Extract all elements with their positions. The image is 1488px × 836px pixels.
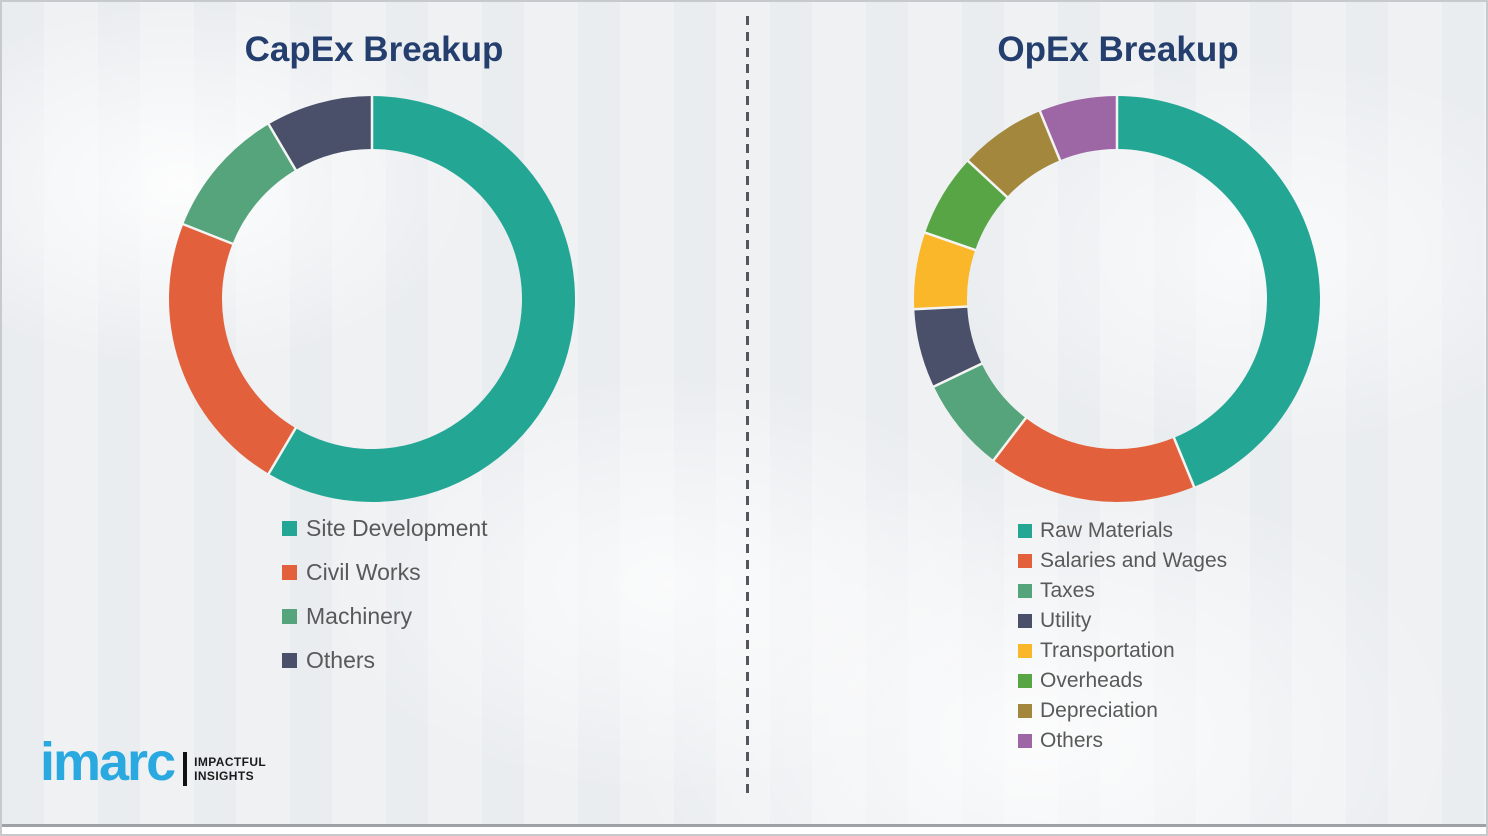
legend-swatch (282, 652, 297, 668)
legend-swatch (1018, 554, 1032, 568)
donut-segment-machinery (183, 124, 296, 244)
donut-segment-taxes (933, 363, 1026, 461)
legend-swatch (1018, 734, 1032, 748)
legend-item: Others (282, 647, 488, 673)
segment-separator (267, 426, 298, 476)
legend-label: Salaries and Wages (1040, 549, 1228, 572)
legend-label: Others (1040, 729, 1104, 752)
legend-item: Others (1018, 729, 1227, 753)
legend-label: Civil Works (306, 558, 421, 585)
legend-label: Site Development (306, 514, 488, 541)
segment-separator (991, 416, 1028, 462)
donut-segment-utility (914, 306, 982, 387)
legend-swatch (1018, 524, 1032, 538)
legend-label: Overheads (1040, 669, 1143, 692)
logo-tagline: IMPACTFUL INSIGHTS (194, 755, 266, 783)
legend-item: Transportation (1018, 639, 1227, 663)
logo-divider-bar (183, 752, 188, 786)
legend-item: Salaries and Wages (1018, 549, 1227, 573)
donut-segment-transportation (914, 232, 976, 310)
legend-item: Civil Works (282, 559, 488, 585)
legend-swatch (1018, 644, 1032, 658)
legend-swatch (1018, 704, 1032, 718)
legend-item: Raw Materials (1018, 519, 1227, 543)
segment-separator (267, 122, 298, 172)
legend-swatch (1018, 614, 1032, 628)
legend-item: Depreciation (1018, 699, 1227, 723)
segment-separator (1038, 109, 1062, 162)
legend-label: Machinery (306, 602, 413, 629)
legend-item: Utility (1018, 609, 1227, 633)
legend-label: Depreciation (1040, 699, 1158, 722)
donut-segment-overheads (925, 160, 1008, 250)
capex-legend: Site Development Civil Works Machinery Othe… (282, 515, 488, 691)
segment-separator (932, 362, 984, 389)
capex-donut-chart (169, 95, 575, 502)
donut-segment-raw-materials (1117, 96, 1321, 487)
donut-segment-site-development (268, 96, 575, 502)
divider-dashed-line (746, 16, 749, 794)
segment-separator (923, 231, 977, 252)
donut-segment-others (268, 96, 372, 170)
segment-separator (181, 222, 234, 246)
segment-separator (966, 159, 1009, 199)
legend-item: Overheads (1018, 669, 1227, 693)
opex-donut-chart (913, 95, 1321, 503)
donut-segment-salaries-and-wages (993, 418, 1195, 503)
legend-label: Raw Materials (1040, 519, 1174, 542)
legend-label: Transportation (1040, 639, 1175, 662)
tagline-line-1: IMPACTFUL (194, 755, 267, 769)
legend-item: Machinery (282, 603, 488, 629)
legend-swatch (1018, 674, 1032, 688)
legend-swatch (282, 608, 297, 624)
legend-swatch (1018, 584, 1032, 598)
legend-item: Site Development (282, 515, 488, 541)
capex-chart-title: CapEx Breakup (244, 30, 504, 69)
legend-item: Taxes (1018, 579, 1227, 603)
segment-separator (1172, 436, 1196, 489)
legend-swatch (282, 520, 297, 536)
imarc-logo: imarc IMPACTFUL INSIGHTS (40, 735, 266, 789)
opex-chart-title: OpEx Breakup (997, 30, 1239, 69)
donut-segment-others (1039, 96, 1117, 161)
donut-segment-civil-works (169, 224, 296, 474)
legend-swatch (282, 564, 297, 580)
legend-label: Utility (1040, 609, 1092, 632)
legend-label: Others (306, 646, 376, 673)
bottom-border (2, 824, 1486, 834)
opex-legend: Raw Materials Salaries and Wages Taxes Util… (1018, 519, 1227, 759)
segment-separator (913, 305, 969, 311)
donut-segment-depreciation (968, 111, 1061, 198)
tagline-line-2: INSIGHTS (194, 769, 254, 783)
legend-label: Taxes (1040, 579, 1095, 602)
imarc-logo-text: imarc (40, 732, 176, 792)
